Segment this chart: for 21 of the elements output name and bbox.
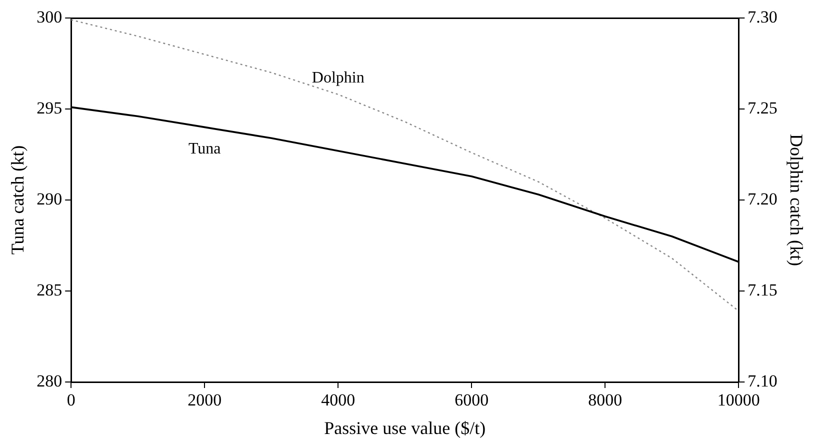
- y-axis-title: Tuna catch (kt): [8, 145, 28, 255]
- y-tick-label: 300: [36, 7, 62, 26]
- x-tick-label: 10000: [717, 390, 760, 410]
- series-label: Dolphin: [312, 70, 364, 87]
- x-tick-label: 2000: [188, 390, 222, 410]
- x-tick-label: 8000: [588, 390, 622, 410]
- x-tick-label: 4000: [321, 390, 356, 410]
- y-tick-label: 290: [36, 189, 62, 208]
- series-label: Tuna: [188, 140, 221, 158]
- y2-tick-label: 7.10: [748, 371, 778, 390]
- y2-tick-label: 7.25: [748, 98, 778, 118]
- x-axis-title: Passive use value ($/t): [324, 418, 486, 438]
- y-tick-label: 285: [36, 280, 62, 300]
- y2-tick-label: 7.30: [748, 7, 778, 26]
- x-tick-label: 6000: [454, 390, 489, 410]
- y2-tick-label: 7.20: [748, 189, 778, 208]
- y2-axis-title: Dolphin catch (kt): [786, 134, 806, 266]
- y-tick-label: 295: [36, 98, 62, 118]
- y2-tick-label: 7.15: [748, 280, 778, 300]
- y-tick-label: 280: [36, 371, 62, 390]
- x-tick-label: 0: [66, 390, 76, 410]
